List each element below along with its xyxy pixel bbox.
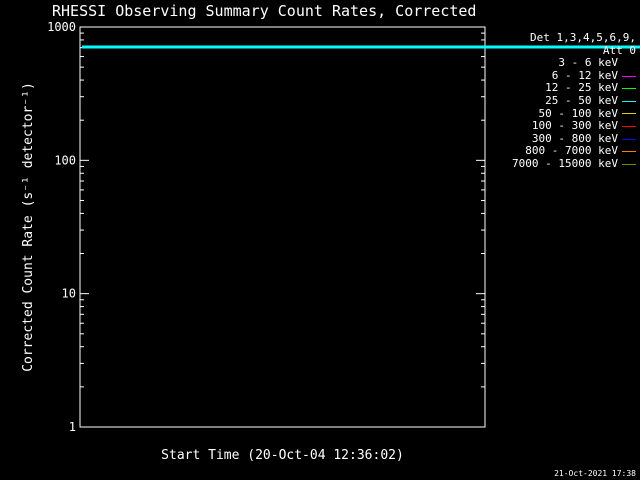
legend-swatch (622, 75, 636, 77)
x-axis-label: Start Time (20-Oct-04 12:36:02) (161, 448, 404, 463)
legend-swatch (622, 163, 636, 165)
legend-entry: 12 - 25 keV (486, 82, 636, 95)
legend-label: 7000 - 15000 keV (512, 156, 618, 170)
legend-swatch (622, 100, 636, 102)
y-tick-label: 10 (62, 287, 76, 301)
legend-entry: 3 - 6 keV (486, 57, 636, 70)
legend-entry: 25 - 50 keV (486, 93, 636, 108)
legend: Det 1,3,4,5,6,9, Att 0 3 - 6 keV 6 - 12 k… (486, 31, 636, 171)
timestamp: 21-Oct-2021 17:38 (554, 469, 636, 478)
legend-swatch (622, 138, 636, 140)
legend-label: 25 - 50 keV (545, 93, 618, 107)
legend-entry: 300 - 800 keV (486, 131, 636, 146)
legend-label: 12 - 25 keV (545, 81, 618, 95)
legend-entry: 800 - 7000 keV (486, 145, 636, 158)
legend-label: 800 - 7000 keV (525, 144, 618, 158)
legend-label: 3 - 6 keV (558, 56, 618, 70)
legend-entry: 50 - 100 keV (486, 106, 636, 121)
legend-swatch (622, 113, 636, 115)
legend-label: 6 - 12 keV (551, 68, 618, 82)
legend-swatch (622, 125, 636, 127)
legend-swatch (622, 151, 636, 153)
legend-entry: 100 - 300 keV (486, 120, 636, 133)
legend-swatch (622, 62, 636, 64)
y-axis-label: Corrected Count Rate (s⁻¹ detector⁻¹) (21, 82, 36, 372)
chart-title: RHESSI Observing Summary Count Rates, Co… (52, 2, 477, 20)
y-tick-label: 1 (69, 420, 76, 434)
legend-label: 100 - 300 keV (531, 119, 618, 133)
legend-entry: 6 - 12 keV (486, 68, 636, 83)
legend-label: 300 - 800 keV (531, 131, 618, 145)
plot-frame (79, 26, 486, 428)
legend-header-att: Att 0 (602, 43, 636, 57)
legend-header-det: Det 1,3,4,5,6,9, (530, 31, 636, 44)
legend-label: 50 - 100 keV (538, 106, 618, 120)
legend-swatch (622, 88, 636, 90)
y-tick-label: 100 (54, 153, 76, 167)
legend-entry: 7000 - 15000 keV (486, 156, 636, 171)
y-tick-label: 1000 (47, 20, 76, 34)
